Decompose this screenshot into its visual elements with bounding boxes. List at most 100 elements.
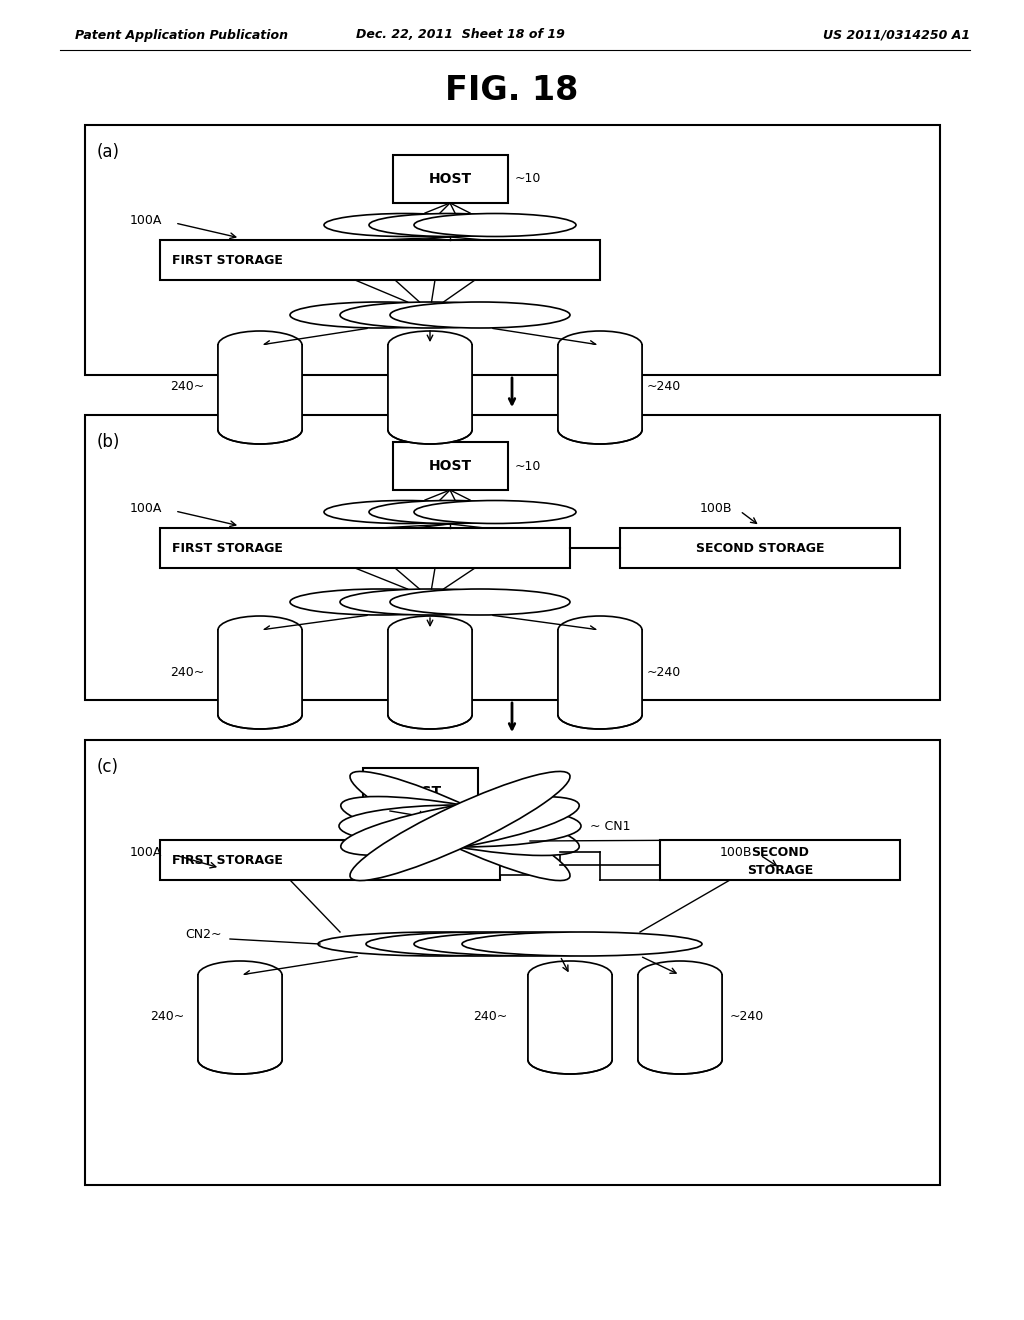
FancyBboxPatch shape	[558, 345, 642, 430]
Ellipse shape	[414, 214, 575, 236]
FancyBboxPatch shape	[218, 345, 302, 430]
Ellipse shape	[369, 500, 531, 524]
FancyBboxPatch shape	[620, 528, 900, 568]
Ellipse shape	[340, 589, 520, 615]
Text: LU#C: LU#C	[584, 667, 616, 677]
Ellipse shape	[324, 500, 486, 524]
Text: US 2011/0314250 A1: US 2011/0314250 A1	[823, 29, 970, 41]
Ellipse shape	[388, 331, 472, 359]
FancyBboxPatch shape	[160, 840, 500, 880]
Ellipse shape	[198, 1045, 282, 1074]
FancyBboxPatch shape	[85, 125, 940, 375]
FancyBboxPatch shape	[160, 528, 570, 568]
Text: FIRST STORAGE: FIRST STORAGE	[172, 253, 283, 267]
Ellipse shape	[414, 500, 575, 524]
Ellipse shape	[290, 589, 470, 615]
Text: ~ CN2: ~ CN2	[518, 595, 558, 609]
FancyBboxPatch shape	[85, 741, 940, 1185]
Text: 100B: 100B	[720, 846, 753, 858]
FancyBboxPatch shape	[198, 975, 282, 1060]
FancyBboxPatch shape	[218, 630, 302, 715]
Text: FIRST STORAGE: FIRST STORAGE	[172, 541, 283, 554]
Text: ~240: ~240	[647, 665, 681, 678]
Ellipse shape	[318, 932, 558, 956]
Ellipse shape	[350, 771, 570, 880]
Ellipse shape	[218, 331, 302, 359]
Ellipse shape	[340, 302, 520, 327]
FancyBboxPatch shape	[528, 975, 612, 1060]
FancyBboxPatch shape	[393, 154, 508, 203]
FancyBboxPatch shape	[558, 630, 642, 715]
Ellipse shape	[638, 961, 722, 989]
Text: ~ CN1: ~ CN1	[590, 820, 631, 833]
Text: HOST: HOST	[428, 172, 472, 186]
Text: LU#C: LU#C	[664, 1012, 696, 1022]
Ellipse shape	[558, 701, 642, 729]
Ellipse shape	[390, 589, 570, 615]
Ellipse shape	[341, 796, 580, 855]
Ellipse shape	[324, 214, 486, 236]
Text: LU#A: LU#A	[223, 1012, 257, 1022]
Text: 240~: 240~	[170, 380, 204, 393]
Text: 240~: 240~	[150, 1011, 184, 1023]
Text: SECOND: SECOND	[751, 846, 809, 858]
FancyBboxPatch shape	[388, 345, 472, 430]
Ellipse shape	[390, 302, 570, 327]
FancyBboxPatch shape	[218, 630, 302, 715]
Ellipse shape	[388, 616, 472, 644]
Text: (c): (c)	[97, 758, 119, 776]
Text: ~10: ~10	[515, 459, 542, 473]
FancyBboxPatch shape	[528, 975, 612, 1060]
Text: 100A: 100A	[130, 846, 163, 858]
Text: HOST: HOST	[398, 785, 441, 799]
Text: LU#B: LU#B	[553, 1012, 587, 1022]
FancyBboxPatch shape	[85, 414, 940, 700]
Text: 240~: 240~	[170, 665, 204, 678]
Ellipse shape	[341, 796, 580, 855]
Text: Patent Application Publication: Patent Application Publication	[75, 29, 288, 41]
Text: FIG. 18: FIG. 18	[445, 74, 579, 107]
Text: FIRST STORAGE: FIRST STORAGE	[172, 854, 283, 866]
Text: STORAGE: STORAGE	[746, 863, 813, 876]
FancyBboxPatch shape	[500, 845, 560, 875]
Text: LU#B: LU#B	[414, 667, 446, 677]
Ellipse shape	[198, 961, 282, 989]
Ellipse shape	[414, 932, 654, 956]
Ellipse shape	[366, 932, 606, 956]
Text: HOST: HOST	[428, 459, 472, 473]
Text: ~240: ~240	[647, 380, 681, 393]
Ellipse shape	[218, 616, 302, 644]
FancyBboxPatch shape	[558, 345, 642, 430]
Text: (b): (b)	[97, 433, 121, 451]
FancyBboxPatch shape	[218, 345, 302, 430]
Text: ~ CN2: ~ CN2	[518, 309, 558, 322]
Text: Dec. 22, 2011  Sheet 18 of 19: Dec. 22, 2011 Sheet 18 of 19	[355, 29, 564, 41]
Text: ~ CN1: ~ CN1	[525, 219, 565, 231]
FancyBboxPatch shape	[388, 630, 472, 715]
Ellipse shape	[558, 331, 642, 359]
Ellipse shape	[558, 416, 642, 444]
Text: LU#B: LU#B	[414, 381, 446, 392]
Text: ~10: ~10	[485, 785, 511, 799]
Ellipse shape	[218, 416, 302, 444]
Text: 100A: 100A	[130, 214, 163, 227]
Text: LU#C: LU#C	[584, 381, 616, 392]
FancyBboxPatch shape	[388, 630, 472, 715]
Text: (a): (a)	[97, 143, 120, 161]
FancyBboxPatch shape	[198, 975, 282, 1060]
Text: 100B: 100B	[700, 502, 732, 515]
Ellipse shape	[388, 701, 472, 729]
Text: 240~: 240~	[473, 1011, 507, 1023]
Ellipse shape	[369, 214, 531, 236]
Text: LU#A: LU#A	[243, 381, 276, 392]
FancyBboxPatch shape	[160, 240, 600, 280]
Text: ~10: ~10	[515, 173, 542, 186]
Ellipse shape	[388, 416, 472, 444]
Ellipse shape	[339, 805, 581, 847]
FancyBboxPatch shape	[393, 442, 508, 490]
FancyBboxPatch shape	[638, 975, 722, 1060]
Ellipse shape	[558, 616, 642, 644]
FancyBboxPatch shape	[558, 630, 642, 715]
Ellipse shape	[462, 932, 702, 956]
FancyBboxPatch shape	[660, 840, 900, 880]
